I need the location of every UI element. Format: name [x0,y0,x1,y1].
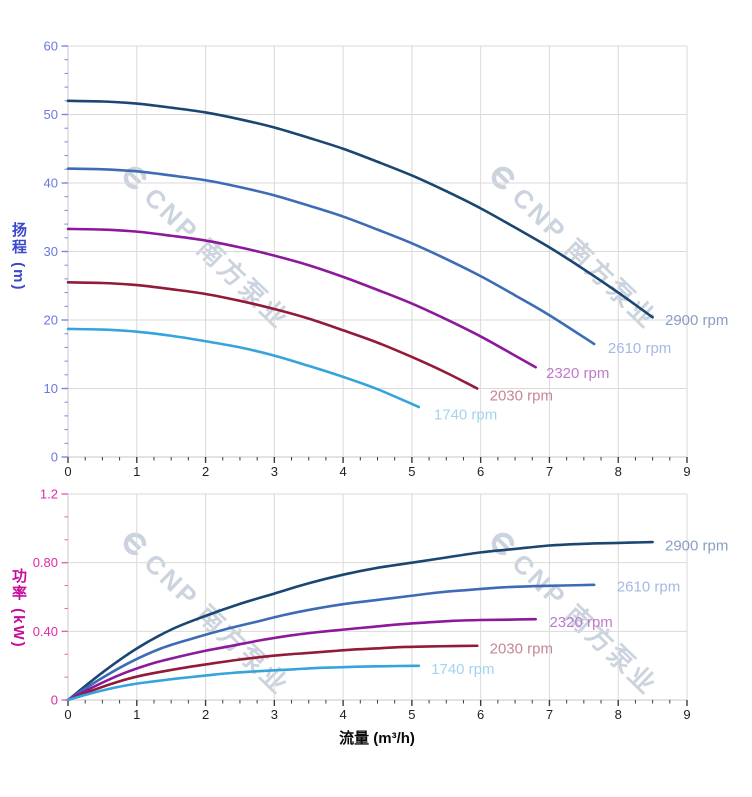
curve-2900-rpm [66,99,654,319]
curve-label-2030-rpm: 2030 rpm [490,641,553,658]
curve-2610-rpm [66,167,596,346]
x-tick-label: 8 [615,464,622,479]
x-tick-label: 3 [271,707,278,722]
power-y-axis-title: 功率 (kW) [10,568,27,649]
curve-1740-rpm [66,327,421,409]
curve-2900-rpm [66,540,654,702]
x-tick-label: 7 [546,464,553,479]
cnp-logo-icon [492,166,515,189]
head-y-axis-title: 扬程 (m) [10,222,27,292]
x-tick-label: 7 [546,707,553,722]
watermark: CNP 南方泵业 [113,155,299,336]
x-tick-label: 5 [408,707,415,722]
power-curve-chart: 0 1 2 3 4 5 6 7 8 9 0 0.40 0.80 1.2 2900 rpm 2610 rpm 23… [33,487,729,723]
x-tick-label: 2 [202,464,209,479]
curve-label-1740-rpm: 1740 rpm [434,407,497,424]
x-tick-label: 4 [339,464,346,479]
cnp-logo-icon [124,532,147,555]
curve-1740-rpm [66,664,421,702]
watermark: CNP 南方泵业 [113,521,299,702]
curve-label-2610-rpm: 2610 rpm [617,579,680,596]
y-tick-label: 0.40 [33,624,58,639]
x-tick-label: 1 [133,707,140,722]
curve-label-2030-rpm: 2030 rpm [490,387,553,404]
x-axis-title: 流量 (m³/h) [339,730,415,747]
curve-label-2610-rpm: 2610 rpm [608,340,671,357]
x-tick-label: 0 [64,464,71,479]
x-tick-label: 4 [339,707,346,722]
curve-2610-rpm [66,583,596,702]
curve-label-2320-rpm: 2320 rpm [546,365,609,382]
y-tick-label: 1.2 [40,487,58,502]
y-tick-label: 40 [44,176,58,191]
x-tick-label: 2 [202,707,209,722]
x-tick-label: 1 [133,464,140,479]
x-tick-label: 8 [615,707,622,722]
y-tick-label: 30 [44,244,58,259]
y-tick-label: 60 [44,39,58,54]
y-tick-label: 0.80 [33,555,58,570]
x-tick-label: 0 [64,707,71,722]
curve-2320-rpm [66,227,537,369]
curve-label-2320-rpm: 2320 rpm [549,614,612,631]
watermark: CNP 南方泵业 [481,155,667,336]
watermark: CNP 南方泵业 [481,521,667,702]
head-curve-chart: 0 1 2 3 4 5 6 7 8 9 0 10 20 30 40 50 60 2900 rpm 2610 rpm 2… [44,39,729,480]
x-tick-label: 6 [477,464,484,479]
y-tick-label: 20 [44,313,58,328]
x-tick-label: 9 [683,464,690,479]
y-tick-label: 50 [44,107,58,122]
curve-2030-rpm [66,644,479,702]
curve-2030-rpm [66,281,479,390]
cnp-logo-icon [124,166,147,189]
cnp-logo-icon [492,532,515,555]
x-tick-label: 5 [408,464,415,479]
y-tick-label: 0 [51,450,58,465]
curve-label-2900-rpm: 2900 rpm [665,538,728,555]
y-tick-label: 0 [51,693,58,708]
x-tick-label: 6 [477,707,484,722]
curve-label-2900-rpm: 2900 rpm [665,312,728,329]
curve-2320-rpm [66,617,537,702]
x-tick-label: 9 [683,707,690,722]
y-tick-label: 10 [44,381,58,396]
x-tick-label: 3 [271,464,278,479]
curve-label-1740-rpm: 1740 rpm [431,661,494,678]
